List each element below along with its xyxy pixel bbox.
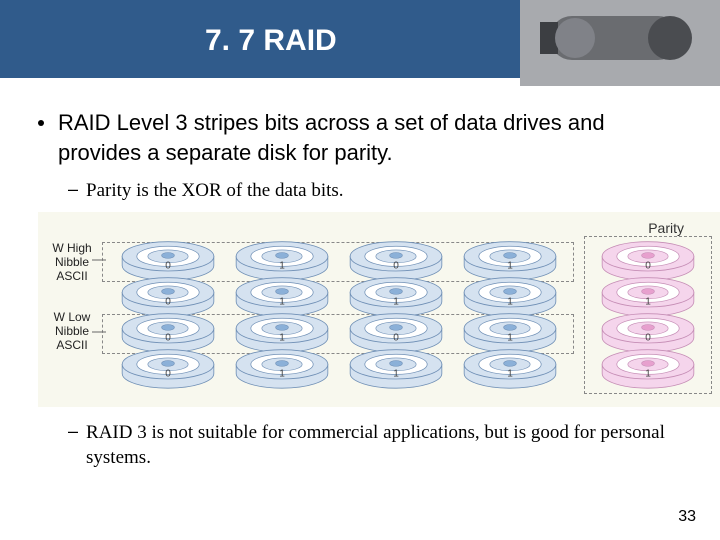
disk-bit-value: 1 [507,368,513,379]
sub-bullet-1: – Parity is the XOR of the data bits. [68,179,682,204]
sub-bullet-1-text: Parity is the XOR of the data bits. [86,179,344,204]
title-bar: 7. 7 RAID [0,0,720,78]
disk-platter: 1 [344,346,448,390]
disk-bit-value: 1 [279,260,285,271]
disk-bit-value: 0 [393,332,399,343]
label-connector-lines [92,242,116,402]
label-high-3: ASCII [56,269,87,283]
bullet-main: RAID Level 3 stripes bits across a set o… [38,108,682,167]
disk-bit-value: 1 [279,368,285,379]
disk-bit-value: 0 [165,260,171,271]
disk-bit-value: 1 [645,296,651,307]
disk-bit-value: 1 [645,368,651,379]
disk-platter: 1 [230,346,334,390]
disk-bit-value: 0 [645,332,651,343]
disk-bit-value: 1 [393,368,399,379]
disk-bit-value: 0 [645,260,651,271]
title-decoration [520,0,720,86]
data-disk-column-3: 1 1 1 1 [458,238,566,398]
sub-bullet-2: – RAID 3 is not suitable for commercial … [68,421,682,470]
data-disk-column-1: 1 1 1 1 [230,238,338,398]
parity-label: Parity [648,220,684,236]
raid3-diagram: W High Nibble ASCII W Low Nibble ASCII P… [38,212,720,407]
label-low-3: ASCII [56,338,87,352]
dash-icon: – [68,179,78,200]
data-disk-column-2: 0 1 0 1 [344,238,452,398]
data-disk-column-0: 0 0 0 0 [116,238,224,398]
label-high-2: Nibble [55,255,89,269]
disk-bit-value: 1 [507,296,513,307]
disk-bit-value: 0 [165,296,171,307]
disk-bit-value: 0 [393,260,399,271]
label-low-2: Nibble [55,324,89,338]
sub-bullet-2-text: RAID 3 is not suitable for commercial ap… [86,421,682,470]
slide-body: RAID Level 3 stripes bits across a set o… [0,78,720,470]
disk-platter: 1 [458,346,562,390]
disk-bit-value: 1 [393,296,399,307]
dash-icon: – [68,421,78,442]
disk-bit-value: 0 [165,368,171,379]
disk-bit-value: 1 [279,296,285,307]
slide-title: 7. 7 RAID [205,24,337,58]
bullet-dot-icon [38,120,44,126]
disk-bit-value: 1 [279,332,285,343]
disk-bit-value: 1 [507,332,513,343]
disk-platter: 1 [596,346,700,390]
disk-bit-value: 1 [507,260,513,271]
page-number: 33 [678,508,696,526]
disk-platter: 0 [116,346,220,390]
parity-disk-column: 0 1 0 1 [596,238,704,398]
label-low-1: W Low [54,310,91,324]
bullet-main-text: RAID Level 3 stripes bits across a set o… [58,108,682,167]
label-high-1: W High [52,241,91,255]
disk-bit-value: 0 [165,332,171,343]
